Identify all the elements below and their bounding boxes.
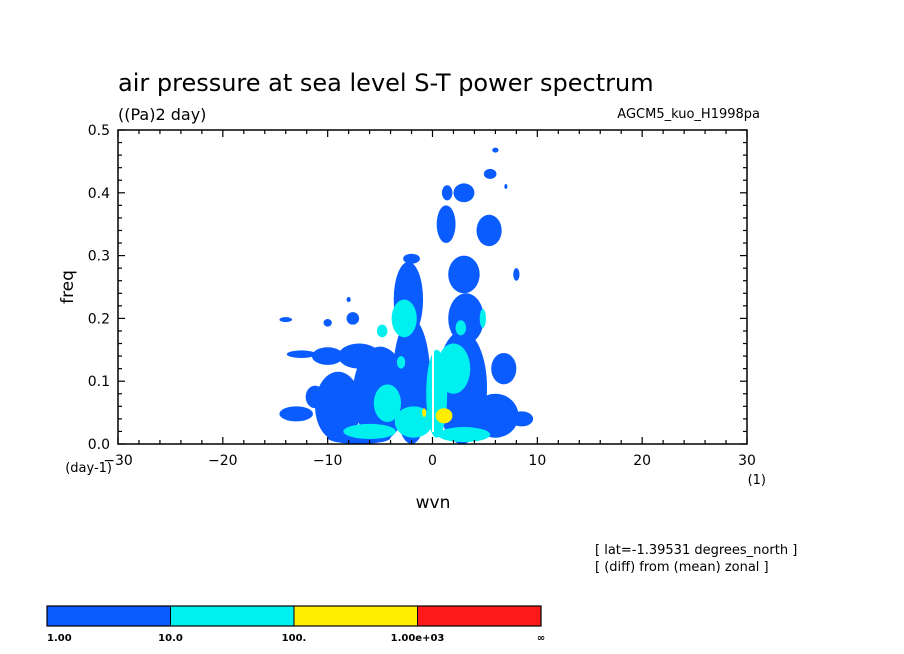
contour-region-level-10 xyxy=(376,324,388,338)
y-tick-label: 0.5 xyxy=(88,123,110,139)
contour-region-level-100 xyxy=(422,408,427,417)
x-tick-label: −20 xyxy=(208,453,238,469)
contour-region-level-1 xyxy=(279,317,293,323)
y-unit-label: (day-1) xyxy=(65,461,112,476)
colorbar-label: 100. xyxy=(282,633,307,644)
colorbar-segment xyxy=(294,606,418,626)
y-tick-label: 0.1 xyxy=(88,374,110,390)
contour-region-level-1 xyxy=(403,253,420,264)
x-tick-label: 20 xyxy=(633,453,651,469)
contour-region-level-1 xyxy=(476,214,502,247)
colorbar-segment xyxy=(170,606,294,626)
contour-region-level-1 xyxy=(441,185,453,201)
contour-region-level-1 xyxy=(311,347,344,365)
y-axis: 0.0 0.1 0.2 0.3 0.4 0.5 xyxy=(88,123,747,453)
contour-region-level-1 xyxy=(448,255,480,294)
x-tick-label: 30 xyxy=(738,453,756,469)
contour-region-level-1 xyxy=(338,343,381,369)
colorbar-label: 1.00e+03 xyxy=(391,633,445,644)
chart-title: air pressure at sea level S-T power spec… xyxy=(118,69,654,97)
colorbar-label: 1.00 xyxy=(47,633,72,644)
units-label: ((Pa)2 day) xyxy=(118,105,206,124)
contour-region-level-10 xyxy=(394,406,433,438)
x-tick-label: 0 xyxy=(428,453,437,469)
contour-region-level-1 xyxy=(279,406,313,422)
x-axis: −30 −20 −10 0 10 20 30 xyxy=(103,130,756,469)
x-tick-label: −30 xyxy=(103,453,133,469)
latitude-annotation: [ lat=-1.39531 degrees_north ] xyxy=(595,543,797,558)
contour-region-level-1 xyxy=(448,293,484,344)
contour-region-level-1 xyxy=(305,385,325,409)
y-axis-label: freq xyxy=(58,270,78,304)
contour-region-level-1 xyxy=(323,319,332,327)
contour-region-level-10 xyxy=(343,423,396,439)
contour-region-level-1 xyxy=(504,184,508,190)
contour-region-level-100 xyxy=(435,408,453,424)
x-tick-label: 10 xyxy=(528,453,546,469)
contour-region-level-1 xyxy=(346,312,360,325)
contour-region-level-1 xyxy=(513,268,520,281)
colorbar-label: ∞ xyxy=(537,633,545,644)
contour-region-level-10 xyxy=(479,308,486,328)
contour-region-level-1 xyxy=(346,297,351,303)
colorbar-segment xyxy=(417,606,541,626)
y-tick-label: 0.0 xyxy=(88,437,110,453)
contour-region-level-10 xyxy=(391,299,417,338)
contour-region-level-1 xyxy=(472,393,519,438)
colorbar-label: 10.0 xyxy=(158,633,183,644)
contour-region-level-1 xyxy=(286,350,317,358)
contour-region-level-10 xyxy=(373,384,402,423)
contour-region-level-10 xyxy=(396,356,406,369)
contour-region-level-1 xyxy=(491,352,517,385)
contour-region-level-1 xyxy=(510,411,534,427)
colorbar: 1.00 10.0 100. 1.00e+03 ∞ xyxy=(46,605,545,644)
x-unit-label: (1) xyxy=(748,473,766,488)
x-tick-label: −10 xyxy=(313,453,343,469)
contour-region-level-1 xyxy=(483,168,497,179)
y-tick-label: 0.4 xyxy=(88,186,110,202)
model-label: AGCM5_kuo_H1998pa xyxy=(617,107,760,122)
colorbar-segment xyxy=(47,606,171,626)
contour-regions xyxy=(279,147,534,444)
diff-annotation: [ (diff) from (mean) zonal ] xyxy=(595,560,769,575)
contour-region-level-1 xyxy=(436,205,456,244)
contour-region-level-1 xyxy=(453,183,475,203)
contour-region-level-10 xyxy=(436,343,471,394)
contour-region-level-1 xyxy=(315,371,362,441)
contour-region-level-10 xyxy=(437,427,491,443)
y-tick-label: 0.2 xyxy=(88,311,110,327)
y-tick-label: 0.3 xyxy=(88,249,110,265)
x-axis-label: wvn xyxy=(416,493,451,513)
contour-region-level-1 xyxy=(492,147,499,153)
contour-region-level-10 xyxy=(455,320,467,336)
